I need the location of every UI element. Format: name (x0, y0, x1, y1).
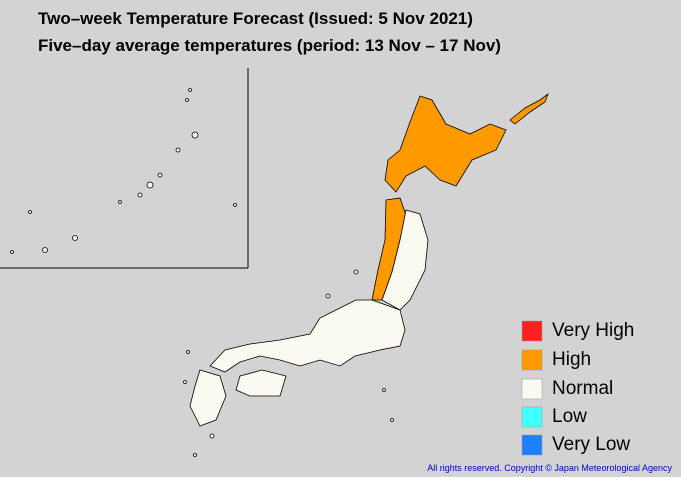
inset-frame (0, 68, 249, 269)
legend-swatch (521, 406, 543, 428)
small-islands (183, 269, 394, 457)
hokkaido (384, 95, 507, 193)
legend-swatch (521, 349, 543, 371)
inset-islands (10, 88, 237, 254)
legend-label: Very High (552, 320, 634, 341)
legend-label: Low (552, 406, 587, 427)
title: Two–week Temperature Forecast (Issued: 5… (38, 9, 473, 28)
kyushu (189, 369, 227, 427)
legend-swatch (521, 378, 543, 400)
map (10, 88, 549, 457)
legend-swatch (521, 320, 543, 342)
subtitle: Five–day average temperatures (period: 1… (38, 36, 501, 55)
legend-label: Normal (552, 378, 613, 399)
shikoku (235, 369, 287, 397)
legend-swatch (521, 434, 543, 456)
central-honshu (209, 299, 406, 373)
legend: Very High High Normal Low Very Low (521, 320, 634, 456)
legend-label: High (552, 349, 591, 370)
tohoku-pacific (381, 209, 429, 311)
legend-label: Very Low (552, 434, 630, 455)
copyright: All rights reserved. Copyright © Japan M… (427, 463, 672, 473)
kuril-islands (509, 92, 549, 125)
